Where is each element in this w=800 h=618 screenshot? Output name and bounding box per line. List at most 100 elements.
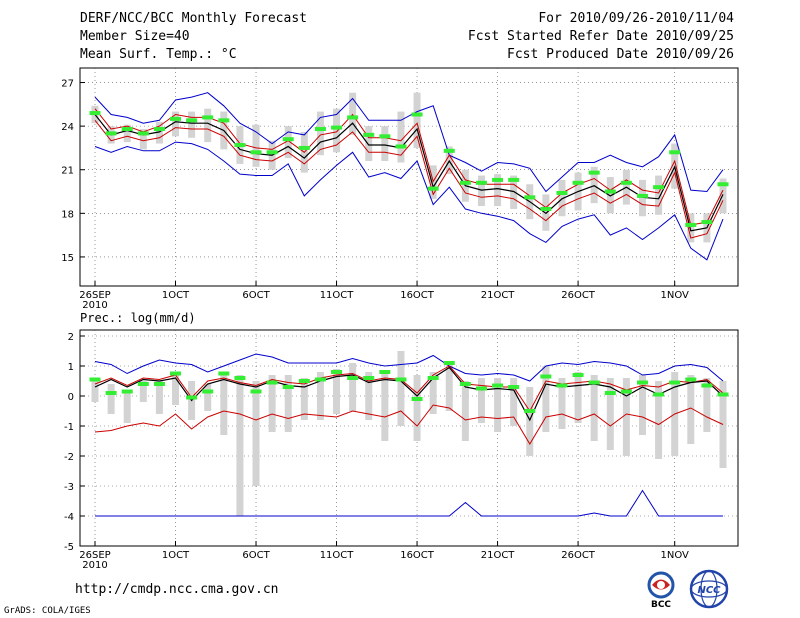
obs-marker bbox=[395, 377, 407, 382]
spread-box bbox=[91, 378, 99, 402]
spread-box bbox=[494, 174, 502, 207]
spread-box bbox=[155, 121, 163, 144]
obs-marker bbox=[604, 391, 616, 395]
forecast-period: For 2010/09/26-2010/11/04 bbox=[538, 11, 734, 26]
spread-box bbox=[123, 124, 131, 143]
obs-marker bbox=[475, 386, 487, 391]
spread-box bbox=[477, 378, 485, 423]
spread-box bbox=[204, 108, 212, 143]
spread-box bbox=[284, 375, 292, 432]
y-tick-label: 27 bbox=[61, 79, 74, 90]
spread-box bbox=[220, 372, 228, 435]
spread-box bbox=[268, 375, 276, 432]
obs-marker bbox=[153, 382, 165, 386]
obs-marker bbox=[492, 177, 504, 182]
x-tick-label: 11OCT bbox=[320, 290, 355, 301]
x-tick-label: 1NOV bbox=[660, 550, 689, 561]
x-tick-label: 26OCT bbox=[561, 550, 596, 561]
obs-marker bbox=[314, 127, 326, 132]
obs-marker bbox=[282, 385, 294, 389]
x-year-label: 2010 bbox=[82, 560, 107, 571]
spread-box bbox=[284, 126, 292, 159]
obs-marker bbox=[137, 131, 149, 136]
spread-box bbox=[638, 375, 646, 435]
obs-marker bbox=[105, 131, 117, 136]
header-right: For 2010/09/26-2010/11/04 Fcst Started R… bbox=[468, 10, 734, 64]
grads-credit: GrADS: COLA/IGES bbox=[4, 606, 91, 616]
spread-box bbox=[558, 378, 566, 429]
spread-box bbox=[333, 108, 341, 153]
x-tick-label: 26SEP bbox=[79, 550, 110, 561]
spread-box bbox=[526, 387, 534, 456]
footer-url[interactable]: http://cmdp.ncc.cma.gov.cn bbox=[75, 582, 279, 597]
spread-box bbox=[139, 129, 147, 150]
obs-marker bbox=[186, 118, 198, 123]
spread-box bbox=[333, 369, 341, 414]
spread-box bbox=[365, 126, 373, 162]
obs-marker bbox=[524, 409, 536, 413]
obs-marker bbox=[669, 380, 681, 385]
obs-marker bbox=[475, 180, 487, 185]
obs-marker bbox=[685, 377, 697, 382]
mean-line bbox=[94, 366, 724, 422]
obs-marker bbox=[701, 220, 713, 225]
min-line bbox=[95, 489, 723, 517]
obs-marker bbox=[620, 180, 632, 185]
spread-box bbox=[542, 366, 550, 432]
spread-box bbox=[397, 351, 405, 426]
obs-marker bbox=[411, 112, 423, 117]
obs-marker bbox=[250, 150, 262, 155]
upper-spread-line bbox=[94, 365, 724, 412]
obs-marker bbox=[234, 143, 246, 148]
x-tick-label: 6OCT bbox=[242, 290, 270, 301]
min-line bbox=[94, 141, 724, 261]
x-tick-label: 26SEP bbox=[79, 290, 110, 301]
spread-box bbox=[510, 175, 518, 209]
start-date: Fcst Started Refer Date 2010/09/25 bbox=[467, 29, 734, 44]
spread-box bbox=[558, 179, 566, 217]
obs-marker bbox=[395, 144, 407, 149]
obs-marker bbox=[331, 125, 343, 130]
spread-box bbox=[188, 111, 196, 138]
mean-line bbox=[94, 114, 724, 232]
obs-marker bbox=[121, 389, 133, 394]
header-left: DERF/NCC/BCC Monthly Forecast Member Siz… bbox=[80, 10, 307, 64]
spread-box bbox=[413, 92, 421, 148]
obs-marker bbox=[331, 370, 343, 374]
y-tick-label: -3 bbox=[64, 482, 74, 493]
obs-marker bbox=[363, 376, 375, 380]
obs-marker bbox=[636, 380, 648, 385]
x-tick-label: 21OCT bbox=[481, 550, 516, 561]
obs-marker bbox=[540, 374, 552, 379]
variable-label: Mean Surf. Temp.: °C bbox=[80, 47, 237, 62]
spread-box bbox=[510, 378, 518, 426]
x-tick-label: 21OCT bbox=[481, 290, 516, 301]
spread-box bbox=[655, 381, 663, 459]
obs-marker bbox=[669, 150, 681, 155]
ncc-logo-text: NCC bbox=[697, 585, 721, 596]
obs-marker bbox=[540, 206, 552, 211]
obs-marker bbox=[266, 380, 278, 385]
obs-marker bbox=[89, 377, 101, 382]
bcc-logo-text: BCC bbox=[651, 600, 671, 610]
obs-marker bbox=[121, 127, 133, 132]
obs-marker bbox=[524, 195, 536, 200]
obs-marker bbox=[427, 376, 439, 380]
x-tick-label: 26OCT bbox=[561, 290, 596, 301]
obs-marker bbox=[347, 115, 359, 120]
obs-marker bbox=[636, 193, 648, 198]
obs-marker bbox=[701, 383, 713, 388]
obs-marker bbox=[653, 185, 665, 190]
obs-marker bbox=[137, 382, 149, 386]
obs-marker bbox=[556, 383, 568, 388]
obs-marker bbox=[153, 127, 165, 132]
y-tick-label: 24 bbox=[61, 122, 74, 133]
x-year-label: 2010 bbox=[82, 300, 107, 311]
obs-marker bbox=[218, 118, 230, 123]
obs-marker bbox=[250, 389, 262, 394]
obs-marker bbox=[620, 389, 632, 394]
obs-marker bbox=[298, 379, 310, 383]
obs-marker bbox=[105, 391, 117, 395]
y-tick-label: -5 bbox=[64, 542, 74, 553]
